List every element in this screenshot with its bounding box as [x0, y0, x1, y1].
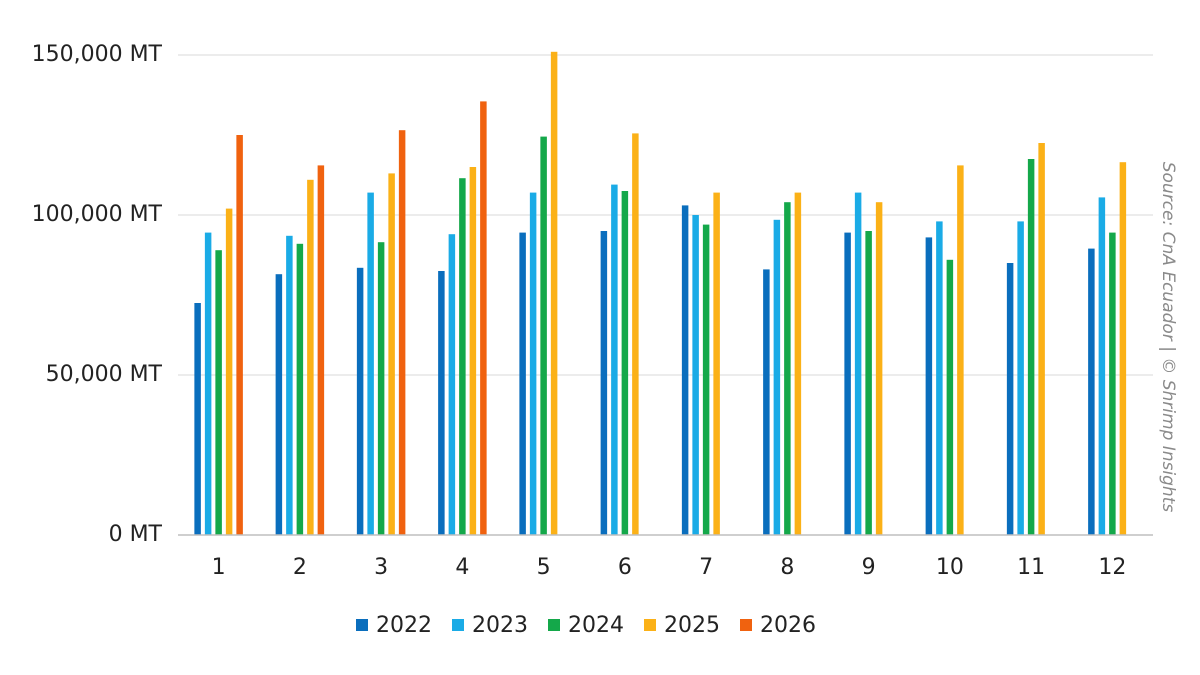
bar-2024-3 [377, 242, 385, 535]
bar-2022-6 [600, 231, 608, 535]
bar-2022-10 [925, 237, 933, 535]
bar-2025-8 [794, 192, 802, 535]
bar-2024-10 [946, 259, 954, 535]
bar-2022-8 [763, 269, 770, 535]
bar-2025-9 [875, 202, 883, 535]
legend-label: 2025 [664, 613, 720, 638]
y-tick-label: 100,000 MT [32, 202, 163, 227]
legend-swatch [548, 619, 560, 631]
bar-2023-12 [1098, 197, 1106, 535]
bar-2024-1 [215, 250, 222, 535]
bar-2023-5 [529, 192, 537, 535]
bar-2026-2 [317, 165, 325, 535]
x-tick-label: 9 [862, 555, 876, 580]
bar-2026-3 [398, 130, 406, 535]
y-tick-label: 150,000 MT [32, 42, 163, 67]
bar-2024-5 [540, 136, 547, 535]
legend-swatch [452, 619, 464, 631]
bar-2026-4 [480, 101, 487, 536]
legend-label: 2024 [568, 613, 624, 638]
bars [194, 51, 1127, 536]
bar-2023-9 [854, 192, 862, 535]
y-tick-label: 50,000 MT [46, 362, 163, 387]
y-axis: 0 MT 50,000 MT 100,000 MT 150,000 MT [32, 42, 163, 547]
bar-2023-3 [367, 192, 374, 535]
bar-2023-11 [1017, 221, 1024, 535]
legend-swatch [740, 619, 752, 631]
bar-2022-11 [1006, 263, 1014, 535]
x-tick-label: 12 [1098, 555, 1126, 580]
x-tick-label: 10 [936, 555, 964, 580]
legend-item-2022: 2022 [356, 613, 432, 638]
bar-2024-7 [702, 224, 710, 535]
legend-label: 2023 [472, 613, 528, 638]
bar-2022-3 [356, 267, 364, 535]
bar-2024-4 [459, 178, 466, 535]
bar-2025-11 [1038, 143, 1045, 535]
bar-2024-12 [1109, 232, 1116, 535]
bar-2022-9 [844, 232, 851, 535]
x-tick-label: 8 [780, 555, 794, 580]
legend-swatch [644, 619, 656, 631]
x-tick-label: 2 [293, 555, 307, 580]
bar-2024-8 [784, 202, 791, 535]
y-tick-label: 0 MT [109, 522, 163, 547]
bar-2022-1 [194, 303, 201, 535]
bar-2022-2 [275, 274, 283, 535]
legend-item-2025: 2025 [644, 613, 720, 638]
bar-2023-4 [448, 234, 456, 535]
bar-2026-1 [236, 135, 243, 535]
bar-2025-2 [307, 179, 314, 536]
bar-2025-10 [957, 165, 964, 535]
legend: 2022 2023 2024 2025 2026 [356, 613, 816, 638]
bar-2023-1 [204, 232, 212, 535]
source-note: Source: CnA Ecuador | © Shrimp Insights [1158, 162, 1178, 513]
bar-2023-6 [611, 184, 618, 535]
x-axis: 1 2 3 4 5 6 7 8 9 10 11 12 [212, 555, 1127, 580]
bar-2022-12 [1088, 248, 1095, 535]
x-tick-label: 1 [212, 555, 226, 580]
bar-2025-1 [225, 208, 233, 535]
bar-2023-8 [773, 219, 781, 536]
bar-2023-10 [936, 221, 943, 535]
bar-2024-2 [296, 243, 304, 536]
bar-2022-4 [438, 271, 445, 535]
grid-lines [178, 54, 1153, 376]
x-tick-label: 3 [374, 555, 388, 580]
bar-2024-6 [621, 191, 629, 535]
legend-swatch [356, 619, 368, 631]
x-tick-label: 7 [699, 555, 713, 580]
x-tick-label: 6 [618, 555, 632, 580]
legend-item-2024: 2024 [548, 613, 624, 638]
x-tick-label: 5 [537, 555, 551, 580]
x-tick-label: 4 [455, 555, 469, 580]
legend-label: 2026 [760, 613, 816, 638]
bar-2023-7 [692, 215, 699, 535]
bar-2022-5 [519, 232, 526, 535]
bar-2025-5 [550, 51, 558, 536]
bar-2025-7 [713, 192, 720, 535]
bar-2023-2 [286, 235, 293, 536]
legend-item-2026: 2026 [740, 613, 816, 638]
x-tick-label: 11 [1017, 555, 1045, 580]
legend-label: 2022 [376, 613, 432, 638]
bar-2022-7 [681, 205, 689, 535]
bar-2025-4 [469, 167, 477, 535]
bar-2024-9 [865, 231, 872, 535]
bar-2025-6 [632, 133, 639, 535]
bar-2024-11 [1027, 159, 1035, 535]
bar-2025-3 [388, 173, 395, 535]
bar-2025-12 [1119, 162, 1127, 535]
legend-item-2023: 2023 [452, 613, 528, 638]
